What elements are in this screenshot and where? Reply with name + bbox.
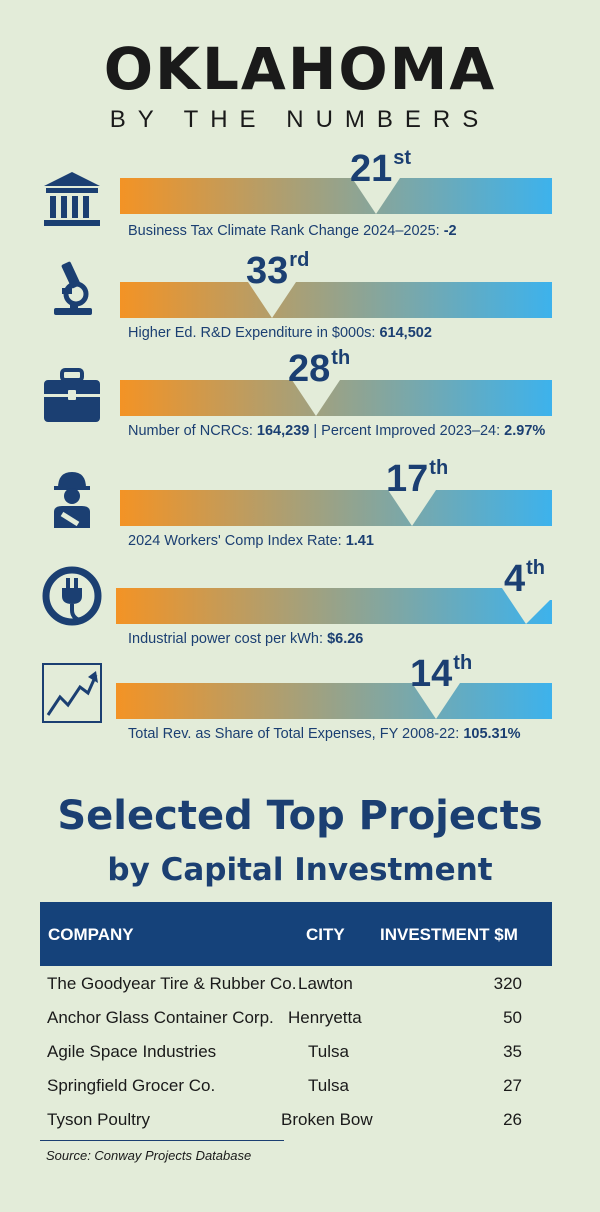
stat-revenue-share: 14th Total Rev. as Share of Total Expens…: [0, 652, 600, 755]
divider: [40, 1140, 284, 1141]
stat-caption: Higher Ed. R&D Expenditure in $000s: 614…: [128, 325, 432, 341]
cell-company: Agile Space Industries: [47, 1042, 217, 1061]
table-row: Tyson Poultry Broken Bow 26: [40, 1104, 552, 1136]
cell-company: Springfield Grocer Co.: [47, 1076, 216, 1095]
column-header-investment: INVESTMENT $M: [380, 925, 518, 944]
rank-bar: [120, 490, 552, 526]
stat-caption: Number of NCRCs: 164,239 | Percent Impro…: [128, 423, 546, 439]
rank-value: 17th: [386, 457, 449, 500]
cell-city: Henryetta: [288, 1008, 362, 1027]
microscope-icon: [54, 261, 92, 315]
column-header-city: CITY: [306, 925, 345, 944]
cell-city: Tulsa: [308, 1076, 349, 1095]
cell-city: Lawton: [298, 974, 353, 993]
projects-subtitle: by Capital Investment: [107, 852, 493, 888]
injured-worker-icon: [54, 472, 90, 528]
cell-company: Anchor Glass Container Corp.: [47, 1008, 274, 1027]
stat-caption: Total Rev. as Share of Total Expenses, F…: [128, 726, 521, 742]
cell-company: The Goodyear Tire & Rubber Co.: [47, 974, 297, 993]
table-row: Springfield Grocer Co. Tulsa 27: [40, 1070, 552, 1102]
cell-investment: 27: [503, 1076, 522, 1095]
source-note: Source: Conway Projects Database: [46, 1148, 252, 1163]
rank-value: 28th: [288, 347, 351, 390]
power-plug-icon: [42, 566, 102, 626]
rank-bar: [120, 282, 552, 318]
page-title: OKLAHOMA: [103, 35, 497, 103]
stat-workers-comp: 17th 2024 Workers' Comp Index Rate: 1.41: [0, 457, 600, 560]
table-row: Agile Space Industries Tulsa 35: [40, 1036, 552, 1068]
table-row: The Goodyear Tire & Rubber Co. Lawton 32…: [40, 968, 552, 1000]
cell-company: Tyson Poultry: [47, 1110, 150, 1129]
rank-bar: [120, 178, 552, 214]
stat-power-cost: 4th Industrial power cost per kWh: $6.26: [0, 557, 600, 660]
cell-investment: 26: [503, 1110, 522, 1129]
rank-value: 14th: [410, 652, 473, 695]
cell-city: Tulsa: [308, 1042, 349, 1061]
page-subtitle: BY THE NUMBERS: [109, 106, 491, 133]
rank-value: 21st: [350, 147, 412, 190]
table-header: COMPANY CITY INVESTMENT $M: [40, 902, 552, 966]
cell-city: Broken Bow: [281, 1110, 373, 1129]
cell-investment: 35: [503, 1042, 522, 1061]
stat-caption: Industrial power cost per kWh: $6.26: [128, 631, 364, 647]
table-row: Anchor Glass Container Corp. Henryetta 5…: [40, 1002, 552, 1034]
stat-tax-climate: 21st Business Tax Climate Rank Change 20…: [0, 147, 600, 250]
briefcase-icon: [44, 368, 100, 422]
stat-ncrcs: 28th Number of NCRCs: 164,239 | Percent …: [0, 347, 600, 450]
stat-caption: 2024 Workers' Comp Index Rate: 1.41: [128, 533, 374, 549]
cell-investment: 50: [503, 1008, 522, 1027]
growth-chart-icon: [42, 663, 102, 723]
rank-bar: [116, 683, 552, 719]
stat-caption: Business Tax Climate Rank Change 2024–20…: [128, 223, 457, 239]
rank-value: 4th: [504, 557, 546, 600]
stat-rd-expenditure: 33rd Higher Ed. R&D Expenditure in $000s…: [0, 250, 600, 350]
rank-value: 33rd: [246, 249, 310, 292]
rank-bar: [116, 588, 552, 624]
bank-building-icon: [44, 172, 100, 226]
column-header-company: COMPANY: [48, 925, 134, 944]
projects-title: Selected Top Projects: [57, 793, 543, 839]
cell-investment: 320: [493, 974, 522, 993]
rank-bar: [120, 380, 552, 416]
